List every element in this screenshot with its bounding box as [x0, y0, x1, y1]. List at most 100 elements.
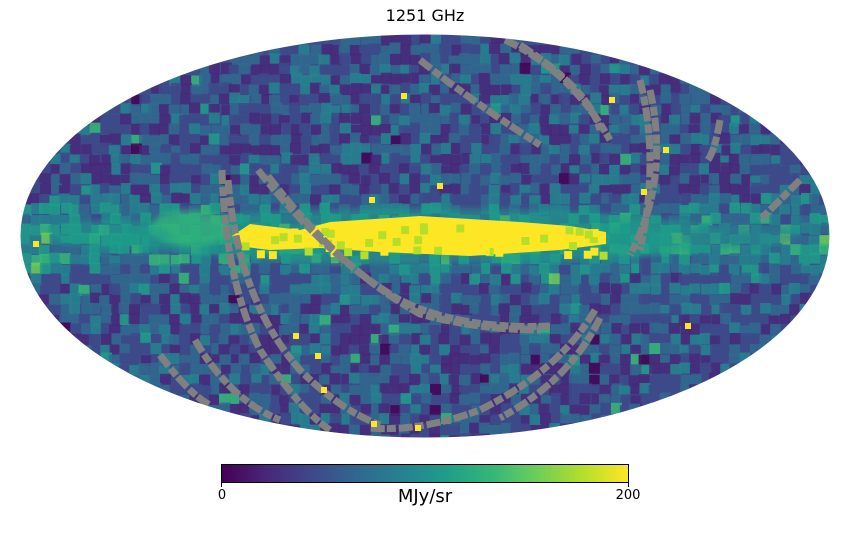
sky-pixel	[378, 312, 390, 324]
sky-pixel	[520, 415, 532, 427]
sky-pixel	[759, 313, 771, 325]
sky-pixel	[299, 123, 311, 135]
sky-pixel	[181, 193, 193, 205]
sky-pixel	[360, 54, 372, 66]
sky-pixel	[449, 283, 461, 295]
sky-pixel	[150, 135, 162, 147]
plane-pixel	[477, 239, 486, 248]
sky-pixel	[250, 263, 262, 275]
sky-pixel	[241, 195, 253, 207]
sky-pixel	[229, 303, 241, 315]
sky-pixel	[399, 103, 411, 115]
sky-pixel	[320, 324, 332, 336]
sky-pixel	[319, 202, 331, 214]
sky-pixel	[480, 163, 492, 175]
sky-pixel	[199, 264, 211, 276]
sky-pixel	[669, 354, 681, 366]
sky-pixel	[389, 153, 401, 165]
sky-pixel	[680, 383, 692, 395]
sky-pixel	[150, 162, 162, 174]
sky-pixel	[168, 123, 180, 135]
sky-pixel	[340, 153, 352, 165]
sky-pixel	[529, 163, 541, 175]
sky-pixel	[620, 302, 632, 314]
sky-pixel	[100, 162, 112, 174]
sky-pixel	[379, 354, 391, 366]
sky-pixel	[371, 143, 383, 155]
sky-pixel	[549, 423, 561, 435]
sky-pixel	[248, 344, 260, 356]
sky-pixel	[450, 34, 462, 44]
sky-pixel	[548, 273, 560, 285]
sky-pixel	[348, 172, 360, 184]
sky-pixel	[460, 423, 472, 435]
sky-pixel	[589, 384, 601, 396]
sky-pixel	[439, 424, 451, 436]
sky-pixel	[588, 362, 600, 374]
sky-pixel	[161, 343, 173, 355]
sky-pixel	[771, 243, 783, 255]
sky-pixel	[540, 375, 552, 387]
sky-pixel	[479, 84, 491, 96]
sky-pixel	[329, 105, 341, 117]
sky-pixel	[421, 163, 433, 175]
sky-pixel	[469, 302, 481, 314]
sky-pixel	[359, 352, 371, 364]
sky-pixel	[488, 193, 500, 205]
sky-pixel	[599, 164, 611, 176]
sky-pixel	[440, 272, 452, 284]
sky-pixel	[789, 225, 801, 237]
sky-pixel	[459, 334, 471, 346]
sky-pixel	[170, 254, 182, 266]
sky-pixel	[609, 345, 621, 357]
sky-pixel	[649, 302, 661, 314]
sky-pixel	[249, 204, 261, 216]
sky-pixel	[719, 183, 731, 195]
sky-pixel	[530, 82, 542, 94]
sky-pixel	[289, 352, 301, 364]
sky-pixel	[229, 103, 241, 115]
sky-pixel	[588, 274, 600, 286]
plane-pixel	[256, 240, 265, 249]
sky-pixel	[329, 373, 341, 385]
sky-pixel	[729, 213, 741, 225]
sky-pixel	[690, 152, 702, 164]
sky-pixel	[729, 253, 741, 265]
sky-pixel	[110, 153, 122, 165]
sky-pixel	[359, 424, 371, 436]
sky-pixel	[320, 304, 332, 316]
sky-pixel	[251, 93, 263, 105]
sky-pixel	[728, 264, 740, 276]
sky-pixel	[258, 262, 270, 274]
sky-pixel	[349, 385, 361, 397]
sky-pixel	[178, 254, 190, 266]
sky-pixel	[69, 272, 81, 284]
sky-pixel	[540, 75, 552, 87]
sky-pixel	[598, 354, 610, 366]
sky-pixel	[309, 73, 321, 85]
sky-pixel	[410, 83, 422, 95]
sky-pixel	[278, 62, 290, 74]
sky-pixel	[668, 73, 680, 85]
sky-pixel	[761, 122, 773, 134]
sky-pixel	[371, 274, 383, 286]
sky-pixel	[228, 114, 240, 126]
sky-pixel	[520, 433, 532, 438]
sky-pixel	[149, 184, 161, 196]
sky-pixel	[690, 213, 702, 225]
sky-pixel	[321, 194, 333, 206]
plane-pixel	[521, 236, 530, 245]
sky-pixel	[121, 194, 133, 206]
sky-pixel	[50, 153, 62, 165]
sky-pixel	[101, 154, 113, 166]
sky-pixel	[251, 254, 263, 266]
sky-pixel	[711, 244, 723, 256]
sky-pixel	[629, 74, 641, 86]
sky-pixel	[230, 323, 242, 335]
sky-pixel	[460, 202, 472, 214]
sky-pixel	[808, 274, 820, 286]
sky-pixel	[248, 154, 260, 166]
sky-pixel	[741, 283, 753, 295]
sky-pixel	[370, 323, 382, 335]
sky-pixel	[389, 113, 401, 125]
